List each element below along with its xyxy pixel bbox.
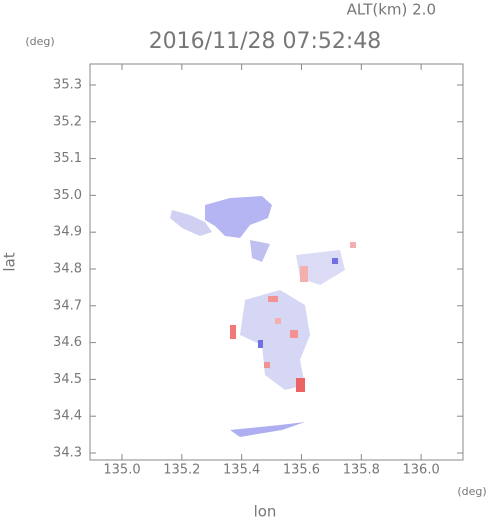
y-tick-label: 35.2 [53,114,82,129]
chart-title: 2016/11/28 07:52:48 [149,29,382,54]
y-tick-label: 34.5 [53,372,82,387]
x-tick-label: 135.8 [343,463,380,478]
altitude-label: ALT(km) 2.0 [347,1,436,19]
x-tick-label: 135.4 [223,463,260,478]
y-tick-label: 34.3 [53,446,82,461]
x-tick-label: 136.0 [403,463,440,478]
y-axis-label: lat [1,252,19,271]
x-axis-label: lon [254,503,277,521]
x-tick-label: 135.0 [103,463,140,478]
x-unit: (deg) [457,485,486,498]
x-tick-label: 135.2 [163,463,200,478]
y-tick-label: 34.4 [53,409,82,424]
plot-frame [89,63,464,461]
y-tick-label: 34.9 [53,225,82,240]
echo-field [170,196,356,437]
y-tick-label: 34.6 [53,335,82,350]
y-tick-label: 35.3 [53,77,82,92]
y-tick-label: 34.8 [53,261,82,276]
y-tick-label: 35.0 [53,188,82,203]
y-unit: (deg) [25,35,54,48]
y-tick-label: 35.1 [53,151,82,166]
y-tick-label: 34.7 [53,298,82,313]
x-tick-label: 135.6 [283,463,320,478]
